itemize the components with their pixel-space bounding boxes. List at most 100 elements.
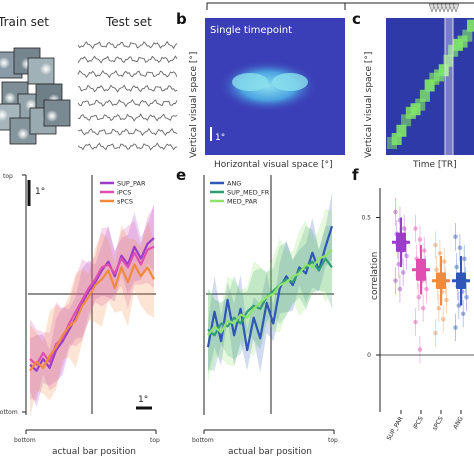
panel-b-reconstruction-blob	[218, 60, 318, 112]
panel-d-ytick-bottom-label: bottom	[0, 409, 18, 416]
panel-f: f correlation 00.5 SUP_PAR iPCS sPCS ANG	[352, 166, 474, 442]
panel-d: top bottom bottom top actual bar positio…	[0, 173, 160, 457]
panel-c-trace-cell	[396, 124, 407, 137]
panel-e-xtick-left-label: bottom	[192, 437, 214, 444]
panel-d-xlabel: actual bar position	[52, 447, 136, 457]
panel-f-point	[457, 245, 463, 251]
panel-c-timepoint-markers	[428, 3, 460, 13]
panel-f-point	[453, 234, 458, 240]
panel-f-point	[413, 226, 418, 231]
panel-f-point	[396, 261, 402, 267]
panel-f-points	[392, 198, 470, 364]
panel-c-trace-cell	[419, 89, 430, 102]
train-stimulus-dot	[46, 110, 58, 122]
train-stimulus-dot	[17, 128, 29, 140]
panel-f-axis-ticks: 00.5	[361, 215, 474, 359]
panel-e-xlabel: actual bar position	[228, 447, 312, 457]
legend-label-ang: ANG	[227, 180, 241, 188]
panel-c-trace-cell	[438, 64, 449, 77]
panel-f-point	[462, 256, 467, 262]
panel-c-time-highlight	[445, 18, 453, 155]
panel-e-series-lines	[206, 225, 334, 352]
panel-d-xtick-right-label: top	[150, 437, 160, 444]
panel-c-trace-cell	[443, 54, 454, 67]
panel-e-xtick-right-label: top	[328, 437, 338, 444]
panel-c-trace-cell	[415, 98, 426, 111]
series-line-sup_par	[29, 237, 155, 372]
panel-f-point	[397, 286, 403, 292]
panel-f-point	[417, 237, 423, 242]
panel-f-point	[420, 305, 426, 311]
legend-label-sup_med_fr: SUP_MED_FR	[227, 189, 270, 197]
panel-f-point	[393, 209, 398, 215]
panel-f-category-label: sPCS	[431, 415, 445, 431]
panel-d-series-lines	[29, 237, 155, 372]
test-timecourse-trace	[77, 55, 178, 64]
series-line-spcs	[29, 263, 155, 372]
panel-f-point	[454, 264, 459, 270]
train-stimulus-dot	[4, 92, 16, 104]
panel-c-trace-cell	[424, 79, 435, 92]
test-timecourse-trace	[77, 142, 177, 151]
panel-e-letter: e	[176, 166, 186, 184]
panel-f-category-label: ANG	[452, 415, 465, 430]
legend-label-sup_par: SUP_PAR	[117, 180, 146, 188]
error-band-sup_par	[30, 204, 154, 407]
train-stimulus-dot	[0, 57, 10, 69]
panel-c-trace-cell	[391, 133, 402, 146]
error-band-sup_med_fr	[208, 225, 332, 371]
panel-f-point	[424, 286, 429, 292]
panel-e: e bottom top actual bar position ANGSUP_…	[176, 166, 338, 457]
train-stimulus-dot	[40, 63, 52, 75]
panel-c-ylabel: Vertical visual space [°]	[364, 52, 374, 158]
panel-c: c Vertical visual space [°] Time [TR]	[345, 2, 474, 170]
panel-f-point	[417, 347, 423, 352]
panel-f-point	[434, 267, 439, 273]
series-line-med_par	[207, 248, 333, 336]
test-timecourse-trace	[77, 98, 178, 108]
panel-f-point	[402, 226, 407, 231]
panel-f-category-label: iPCS	[412, 415, 425, 430]
test-timecourse-trace	[77, 127, 178, 137]
legend-label-spcs: sPCS	[117, 198, 133, 206]
test-timecourse-trace	[77, 84, 178, 93]
panel-b-ylabel: Vertical visual space [°]	[189, 52, 199, 158]
test-timecourse-trace	[77, 69, 178, 79]
panel-f-point	[404, 253, 409, 259]
panel-f-point	[400, 270, 406, 275]
panel-f-point	[442, 259, 447, 264]
panel-f-point	[444, 297, 449, 303]
panel-f-point	[413, 319, 418, 325]
series-line-ipcs	[29, 245, 155, 366]
test-set-title: Test set	[105, 15, 152, 29]
panel-f-ylabel: correlation	[370, 252, 380, 300]
test-timecourses	[77, 40, 178, 151]
series-line-ang	[206, 225, 334, 352]
panel-f-category-label: SUP_PAR	[386, 416, 405, 442]
panel-b-blob-core-left	[232, 73, 268, 91]
panel-f-ytick-label: 0.5	[361, 215, 371, 222]
panel-c-xlabel: Time [TR]	[412, 160, 457, 170]
series-line-sup_med_fr	[207, 257, 333, 337]
panel-e-error-bands	[208, 192, 332, 382]
panel-b-blob-core-right	[272, 73, 308, 91]
panel-f-point	[460, 311, 466, 317]
panel-f-point	[436, 305, 442, 311]
panel-b: b Single timepoint 1° Vertical visual sp…	[176, 2, 346, 170]
error-band-ang	[208, 192, 332, 374]
panel-b-scalebar-label: 1°	[215, 133, 225, 143]
panel-f-letter: f	[352, 166, 359, 184]
panel-f-point	[456, 303, 462, 308]
panel-d-scalebar-vertical-label: 1°	[35, 187, 45, 197]
legend-label-ipcs: iPCS	[117, 189, 131, 197]
panel-f-category-labels: SUP_PAR iPCS sPCS ANG	[386, 410, 465, 442]
panel-f-point	[453, 325, 458, 330]
train-set-title: Train set	[0, 15, 49, 29]
train-stimulus-stack	[0, 47, 71, 145]
panel-b-bracket	[206, 2, 346, 10]
panel-f-ytick-label: 0	[367, 352, 371, 359]
panel-c-letter: c	[352, 10, 361, 28]
